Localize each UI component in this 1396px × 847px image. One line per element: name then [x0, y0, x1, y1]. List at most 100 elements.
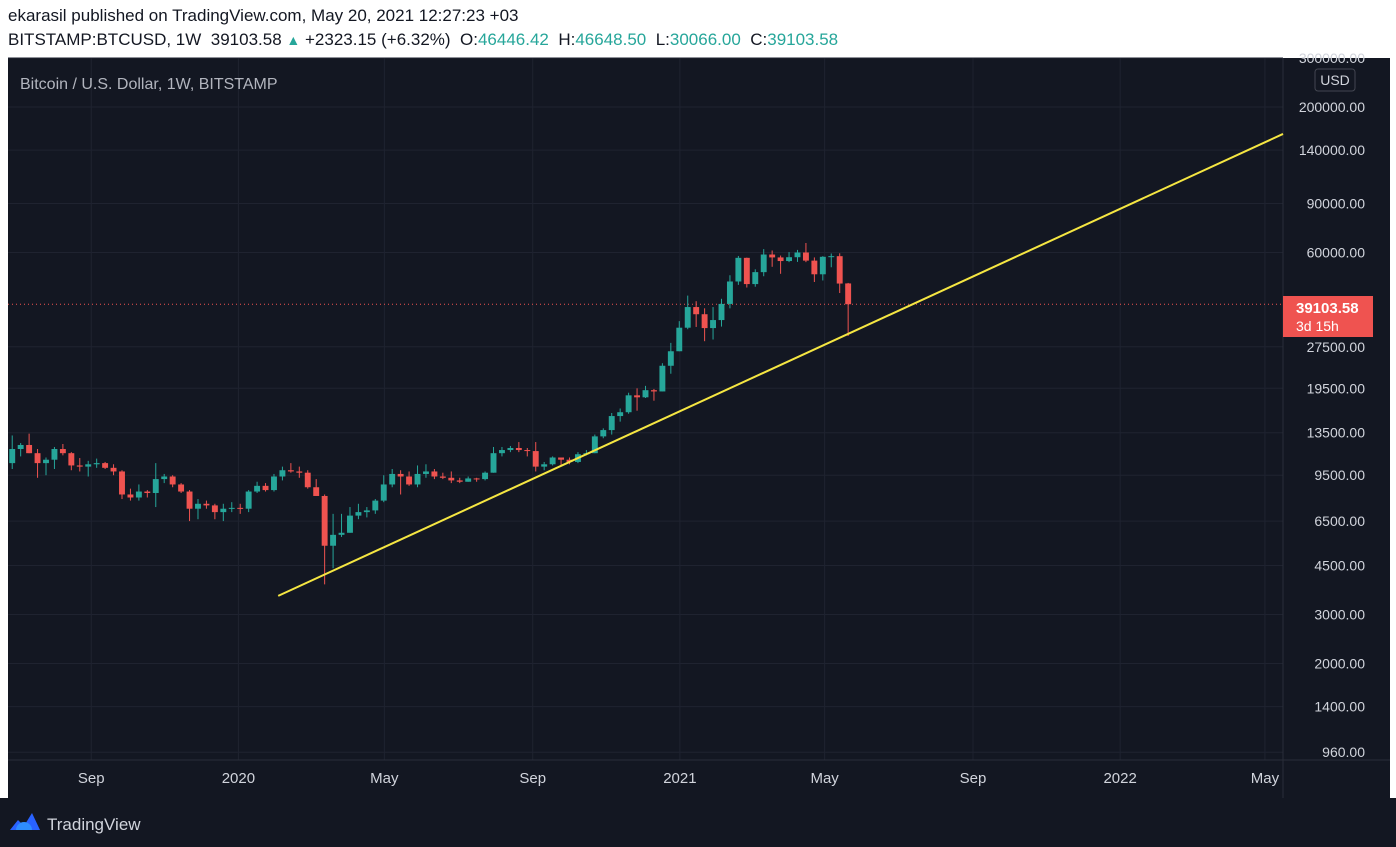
candle-body: [304, 472, 311, 488]
last-price: 39103.58: [210, 30, 282, 49]
candle-body: [735, 257, 742, 282]
candle-body: [524, 450, 531, 452]
price-tick-label: 19500.00: [1307, 380, 1366, 396]
price-tick-label: 3000.00: [1314, 607, 1365, 623]
axis-borders: [8, 58, 1390, 798]
candle-body: [608, 416, 615, 431]
time-axis[interactable]: Sep 2020 May Sep 2021 May Sep 2022 May: [78, 770, 1280, 787]
high-value: 46648.50: [575, 30, 647, 49]
close-value: 39103.58: [767, 30, 839, 49]
candle-body: [532, 451, 539, 467]
candle-body: [203, 503, 210, 506]
candle-body: [363, 510, 370, 513]
candle-body: [211, 505, 218, 513]
tradingview-brand[interactable]: TradingView: [47, 815, 141, 834]
candle-body: [625, 395, 632, 413]
last-price-axis-label: 39103.58: [1296, 300, 1359, 317]
candle-body: [93, 463, 100, 465]
candle-body: [684, 307, 691, 328]
price-tick-label: 200000.00: [1299, 99, 1365, 115]
close-label: C:: [750, 30, 768, 49]
candle-body: [642, 390, 649, 398]
candle-body: [634, 395, 641, 398]
candle-body: [752, 272, 759, 285]
candle-body: [262, 485, 269, 491]
price-change: +2323.15 (+6.32%): [305, 30, 451, 49]
symbol-label: BITSTAMP:BTCUSD, 1W: [8, 30, 202, 49]
candle-body: [330, 534, 337, 546]
candle-body: [9, 449, 16, 464]
candle-body: [600, 430, 607, 437]
candle-body: [169, 476, 176, 485]
footer-bar: [0, 798, 1396, 847]
candle-body: [507, 447, 514, 451]
last-price-marker: 39103.58 3d 15h: [1283, 296, 1373, 337]
candle-body: [17, 444, 24, 450]
time-tick-label: May: [1251, 770, 1280, 787]
candle-body: [701, 314, 708, 329]
time-tick-label: Sep: [78, 770, 105, 787]
candlestick-series: [9, 243, 852, 585]
candle-body: [448, 477, 455, 481]
candle-body: [372, 500, 379, 511]
price-tick-label: 300000.00: [1299, 50, 1365, 66]
candle-body: [220, 508, 227, 513]
candle-body: [110, 467, 117, 472]
candle-body: [26, 444, 33, 454]
price-tick-label: 2000.00: [1314, 656, 1365, 672]
candle-body: [85, 464, 92, 467]
candle-body: [718, 303, 725, 321]
candle-body: [617, 412, 624, 417]
candle-body: [456, 480, 463, 482]
candle-body: [119, 471, 125, 495]
price-axis[interactable]: 300000.00 200000.00 140000.00 90000.00 60000…: [1299, 50, 1365, 760]
price-tick-label: 13500.00: [1307, 425, 1366, 441]
candle-body: [591, 436, 598, 454]
candle-body: [777, 257, 784, 262]
candle-body: [811, 260, 818, 275]
candle-body: [676, 327, 683, 352]
price-tick-label: 1400.00: [1314, 699, 1365, 715]
candle-body: [186, 491, 193, 509]
time-tick-label: May: [370, 770, 399, 787]
low-label: L:: [655, 30, 670, 49]
price-tick-label: 6500.00: [1314, 513, 1365, 529]
low-value: 30066.00: [669, 30, 741, 49]
candle-body: [389, 473, 396, 485]
candle-body: [423, 471, 429, 474]
candle-body: [245, 491, 252, 509]
trendline-layer[interactable]: [277, 133, 1284, 597]
ohlc-legend: BITSTAMP:BTCUSD, 1W 39103.58 ▲ +2323.15 …: [8, 30, 838, 50]
price-tick-label: 60000.00: [1307, 244, 1366, 260]
candle-body: [499, 450, 505, 454]
open-label: O:: [460, 30, 478, 49]
candle-body: [102, 463, 109, 468]
time-tick-label: May: [810, 770, 839, 787]
candle-body: [845, 283, 852, 305]
candle-body: [406, 476, 413, 485]
candle-body: [819, 256, 826, 275]
candle-body: [490, 453, 497, 473]
candle-body: [228, 507, 235, 509]
currency-badge[interactable]: USD: [1314, 68, 1356, 92]
candle-body: [127, 494, 134, 498]
time-tick-label: 2021: [663, 770, 696, 787]
price-tick-label: 90000.00: [1307, 195, 1366, 211]
candle-body: [135, 491, 142, 498]
currency-label: USD: [1320, 72, 1350, 88]
candle-body: [271, 476, 277, 491]
candle-body: [794, 252, 801, 258]
candle-body: [51, 449, 58, 460]
bar-countdown: 3d 15h: [1296, 318, 1339, 334]
trendline: [277, 133, 1284, 597]
up-arrow-icon: ▲: [286, 32, 301, 48]
candle-body: [726, 281, 733, 304]
candle-body: [667, 351, 674, 366]
grid-lines: [8, 57, 1283, 760]
time-tick-label: Sep: [960, 770, 987, 787]
candle-body: [786, 257, 792, 262]
candle-body: [482, 472, 489, 480]
candle-body: [338, 532, 345, 535]
candle-body: [549, 457, 556, 465]
